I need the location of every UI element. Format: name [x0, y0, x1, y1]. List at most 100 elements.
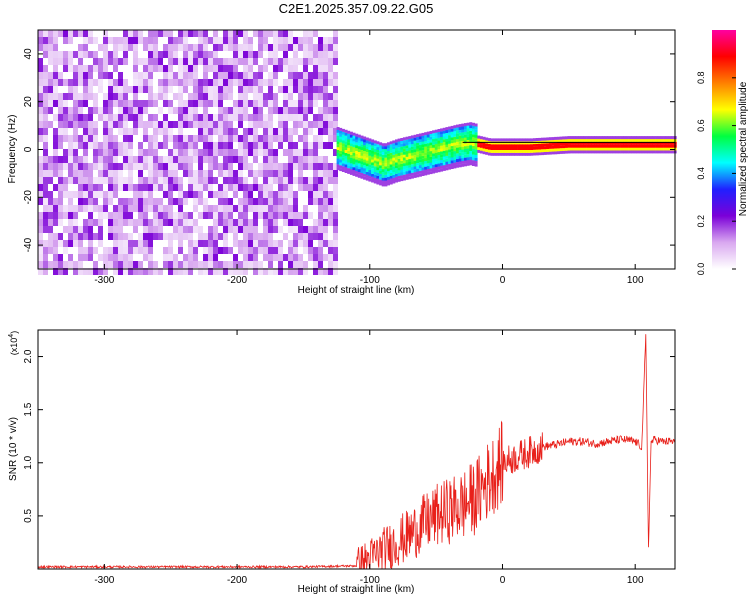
spectrogram-cell	[405, 142, 409, 146]
spectrogram-cell	[586, 136, 590, 140]
spectrogram-cell	[318, 121, 323, 128]
spectrogram-cell	[243, 72, 248, 79]
spectrogram-cell	[328, 100, 333, 107]
spectrogram-cell	[352, 164, 356, 168]
spectrogram-cell	[336, 138, 340, 142]
spectrogram-cell	[485, 151, 489, 155]
spectrogram-cell	[243, 198, 248, 205]
spectrogram-cell	[188, 149, 193, 156]
spectrogram-cell	[173, 170, 178, 177]
spectrogram-cell	[68, 233, 73, 240]
spectrogram-cell	[98, 219, 103, 226]
spectrogram-cell	[418, 173, 422, 177]
spectrogram-cell	[188, 58, 193, 65]
spectrogram-cell	[341, 128, 345, 132]
spectrogram-cell	[514, 147, 518, 150]
spectrogram-cell	[347, 153, 351, 157]
spectrogram-cell	[586, 150, 590, 154]
spectrogram-cell	[543, 143, 547, 147]
spectrogram-cell	[349, 160, 353, 164]
spectrogram-cell	[586, 138, 590, 142]
spectrogram-cell	[426, 163, 430, 167]
spectrogram-cell	[429, 168, 433, 172]
spectrogram-cell	[183, 107, 188, 114]
spectrogram-cell	[198, 100, 203, 107]
spectrogram-cell	[458, 141, 462, 145]
spectrogram-cell	[138, 149, 143, 156]
spectrogram-cell	[143, 149, 148, 156]
spectrogram-cell	[546, 148, 550, 152]
spectrogram-cell	[298, 184, 303, 191]
spectrogram-cell	[298, 261, 303, 268]
spectrogram-cell	[238, 51, 243, 58]
spectrogram-cell	[341, 154, 345, 158]
spectrogram-cell	[188, 226, 193, 233]
spectrogram-cell	[575, 136, 579, 140]
spectrogram-cell	[153, 30, 158, 37]
spectrogram-cell	[442, 127, 446, 131]
spectrogram-cell	[138, 114, 143, 121]
spectrogram-cell	[48, 58, 53, 65]
spectrogram-cell	[193, 247, 198, 254]
spectrogram-cell	[352, 147, 356, 150]
spectrogram-cell	[113, 51, 118, 58]
spectrogram-cell	[118, 198, 123, 205]
spectrogram-cell	[303, 240, 308, 247]
spectrogram-cell	[355, 133, 359, 137]
spectrogram-cell	[453, 156, 457, 160]
spectrogram-cell	[426, 171, 430, 175]
spectrogram-cell	[466, 151, 470, 155]
spectrogram-cell	[474, 149, 478, 153]
spectrogram-cell	[208, 100, 213, 107]
spectrogram-cell	[397, 138, 401, 142]
spectrogram-cell	[288, 261, 293, 268]
spectrogram-cell	[426, 137, 430, 141]
spectrogram-cell	[278, 191, 283, 198]
spectrogram-cell	[278, 268, 283, 275]
spectrogram-cell	[228, 58, 233, 65]
spectrogram-cell	[389, 175, 393, 179]
spectrogram-cell	[213, 226, 218, 233]
spectrogram-cell	[223, 184, 228, 191]
spectrogram-cell	[43, 128, 48, 135]
spectrogram-cell	[153, 37, 158, 44]
spectrogram-cell	[363, 170, 367, 174]
spectrogram-cell	[318, 37, 323, 44]
spectrogram-cell	[506, 147, 510, 150]
spectrogram-cell	[228, 170, 233, 177]
spectrogram-cell	[381, 177, 385, 181]
spectrogram-cell	[434, 129, 438, 133]
spectrogram-cell	[408, 156, 412, 160]
spectrogram-cell	[48, 30, 53, 37]
spectrogram-cell	[429, 142, 433, 146]
spectrogram-cell	[371, 173, 375, 177]
spectrogram-cell	[228, 86, 233, 93]
spectrogram-cell	[243, 114, 248, 121]
spectrogram-cell	[485, 137, 489, 141]
spectrogram-cell	[148, 163, 153, 170]
spectrogram-cell	[466, 125, 470, 129]
spectrogram-cell	[323, 170, 328, 177]
spectrogram-cell	[153, 142, 158, 149]
spectrogram-cell	[103, 198, 108, 205]
spectrogram-cell	[453, 151, 457, 154]
spectrogram-cell	[368, 147, 372, 150]
spectrogram-cell	[268, 205, 273, 212]
spectrogram-cell	[418, 139, 422, 143]
spectrogram-cell	[103, 247, 108, 254]
spectrogram-cell	[243, 254, 248, 261]
spectrogram-cell	[434, 146, 438, 150]
spectrogram-cell	[273, 156, 278, 163]
spectrogram-cell	[173, 107, 178, 114]
spectrogram-cell	[148, 177, 153, 184]
spectrogram-cell	[313, 170, 318, 177]
spectrogram-cell	[636, 144, 640, 148]
svg-text:(x104): (x104)	[8, 331, 19, 355]
spectrogram-cell	[442, 156, 446, 160]
spectrogram-cell	[450, 131, 454, 135]
spectrogram-cell	[472, 137, 475, 141]
spectrogram-cell	[248, 121, 253, 128]
spectrogram-cell	[68, 79, 73, 86]
snr-line	[37, 334, 676, 570]
spectrogram-cell	[163, 93, 168, 100]
